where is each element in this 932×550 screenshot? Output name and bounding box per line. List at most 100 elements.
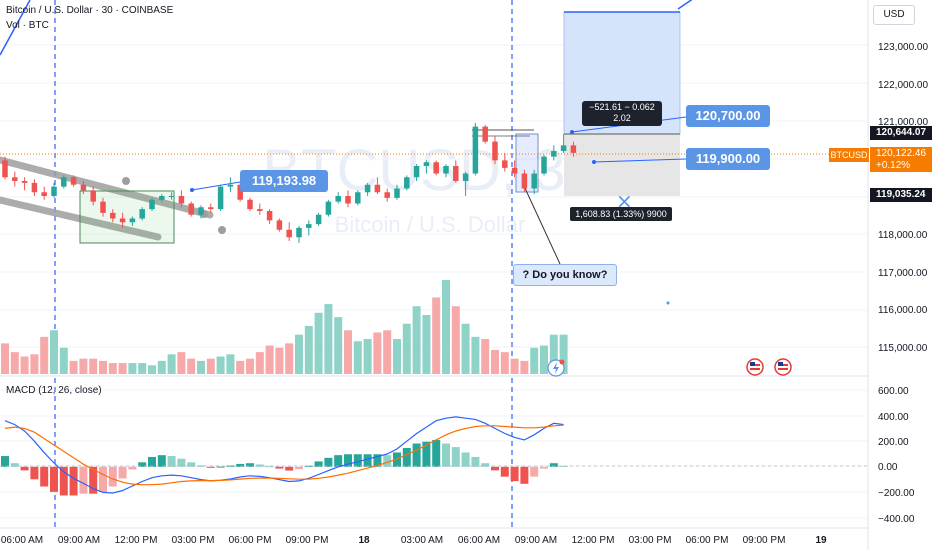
candle-body bbox=[188, 203, 194, 215]
candle-body bbox=[217, 186, 224, 210]
candle-body bbox=[560, 145, 567, 151]
price-tick-label: 118,000.00 bbox=[878, 230, 928, 241]
macd-histogram-bar bbox=[314, 461, 323, 467]
macd-histogram-bar bbox=[50, 466, 58, 492]
candle-body bbox=[374, 184, 381, 193]
volume-bar bbox=[530, 347, 539, 374]
candle-body bbox=[482, 126, 488, 142]
volume-bar bbox=[314, 312, 323, 374]
time-tick-label: 06:00 PM bbox=[229, 535, 272, 546]
time-tick-label: 09:00 AM bbox=[58, 535, 100, 546]
candle-body bbox=[443, 166, 449, 174]
volume-bar bbox=[275, 347, 284, 374]
macd-histogram-bar bbox=[216, 466, 225, 468]
entry-price-label[interactable]: 119,900.00 bbox=[686, 148, 770, 170]
macd-axis-ticks: 600.00 400.00 200.00 0.00 −200.00 −400.00 bbox=[878, 386, 915, 525]
volume-bar bbox=[344, 330, 352, 374]
macd-histogram-bar bbox=[59, 466, 68, 496]
volume-bar bbox=[118, 363, 127, 374]
volume-bar bbox=[412, 306, 421, 374]
macd-histogram-bar bbox=[491, 466, 499, 471]
channel-lower-line[interactable] bbox=[0, 196, 162, 241]
candle-body bbox=[492, 141, 498, 161]
volume-bar bbox=[138, 363, 147, 374]
do-you-know-callout[interactable]: ? Do you know? bbox=[513, 264, 617, 286]
volume-bar bbox=[324, 304, 333, 374]
candle-body bbox=[119, 218, 126, 223]
macd-histogram-bar bbox=[148, 456, 156, 467]
lightning-icon[interactable] bbox=[547, 359, 565, 377]
volume-bar bbox=[79, 358, 88, 374]
volume-bar bbox=[89, 358, 98, 374]
currency-button[interactable]: USD bbox=[873, 5, 915, 25]
volume-bar bbox=[10, 352, 19, 374]
symbol-tag: BTCUSD bbox=[829, 148, 869, 162]
connector-left-label bbox=[191, 181, 241, 191]
volume-label[interactable]: Vol · BTC bbox=[6, 20, 49, 31]
position-info-box: −521.61 − 0.062 2.02 bbox=[582, 101, 662, 126]
position-info-line-2: 2.02 bbox=[613, 113, 631, 123]
long-position-loss-zone[interactable] bbox=[564, 134, 680, 196]
price-tick-label: 117,000.00 bbox=[878, 268, 928, 279]
time-tick-label: 03:00 PM bbox=[629, 535, 672, 546]
candle-body bbox=[423, 162, 430, 166]
macd-label[interactable]: MACD (12, 26, close) bbox=[6, 385, 102, 396]
volume-bar bbox=[451, 306, 460, 374]
volume-bar bbox=[99, 360, 107, 374]
candle-body bbox=[208, 207, 214, 210]
symbol-title[interactable]: Bitcoin / U.S. Dollar · 30 · COINBASE bbox=[6, 5, 174, 16]
channel-handle-1[interactable] bbox=[122, 177, 130, 185]
volume-bar bbox=[197, 360, 205, 374]
channel-upper-line[interactable] bbox=[0, 156, 214, 219]
volume-bar bbox=[69, 360, 78, 374]
candle-body bbox=[198, 207, 204, 215]
us-flag-icon[interactable] bbox=[746, 358, 764, 376]
volume-bar bbox=[50, 330, 58, 374]
time-tick-label: 06:00 PM bbox=[686, 535, 729, 546]
time-tick-label: 19 bbox=[815, 535, 827, 546]
time-tick-label: 09:00 PM bbox=[286, 535, 329, 546]
candle-body bbox=[257, 209, 263, 211]
macd-histogram-bar bbox=[324, 457, 333, 467]
candle-body bbox=[21, 181, 28, 183]
price-label-left[interactable]: 119,193.98 bbox=[240, 170, 328, 192]
macd-histogram-bar bbox=[500, 466, 509, 477]
macd-histogram-bar bbox=[20, 466, 29, 471]
volume-bar bbox=[520, 360, 529, 374]
volume-bar bbox=[461, 323, 470, 374]
macd-tick-label: −400.00 bbox=[878, 514, 915, 525]
candle-body bbox=[168, 196, 175, 197]
candle-body bbox=[237, 184, 243, 200]
connector-target-dot bbox=[570, 130, 574, 134]
volume-bar bbox=[226, 354, 235, 374]
volume-bar bbox=[383, 330, 392, 374]
volume-bar bbox=[471, 336, 480, 374]
macd-histogram-bar bbox=[442, 443, 450, 467]
candle-body bbox=[12, 177, 18, 181]
candle-body bbox=[100, 201, 106, 213]
trend-line-top-left[interactable] bbox=[0, 0, 31, 56]
range-info-box: 1,608.83 (1.33%) 9900 bbox=[570, 207, 672, 221]
us-flag-icon[interactable] bbox=[774, 358, 792, 376]
volume-bar bbox=[422, 314, 431, 374]
candle-body bbox=[521, 173, 528, 189]
volume-bar bbox=[40, 336, 49, 374]
channel-handle-3[interactable] bbox=[218, 226, 226, 234]
candle-body bbox=[266, 211, 273, 221]
signal-line bbox=[4, 424, 564, 486]
change-tag: +0.12% bbox=[870, 160, 932, 172]
volume-bar bbox=[59, 347, 68, 374]
trend-line-top-right[interactable] bbox=[677, 0, 700, 10]
target-price-label[interactable]: 120,700.00 bbox=[686, 105, 770, 127]
volume-bar bbox=[108, 363, 117, 374]
candle-body bbox=[433, 162, 439, 174]
candle-body bbox=[247, 199, 253, 210]
macd-histogram-bar bbox=[246, 463, 254, 467]
volume-bar bbox=[559, 334, 568, 374]
volume-bar bbox=[549, 334, 558, 374]
candlesticks bbox=[2, 122, 577, 243]
lower-price-tag: 119,035.24 bbox=[870, 188, 932, 202]
macd-histogram-bar bbox=[138, 462, 147, 467]
connector-do-you-know bbox=[523, 185, 561, 265]
